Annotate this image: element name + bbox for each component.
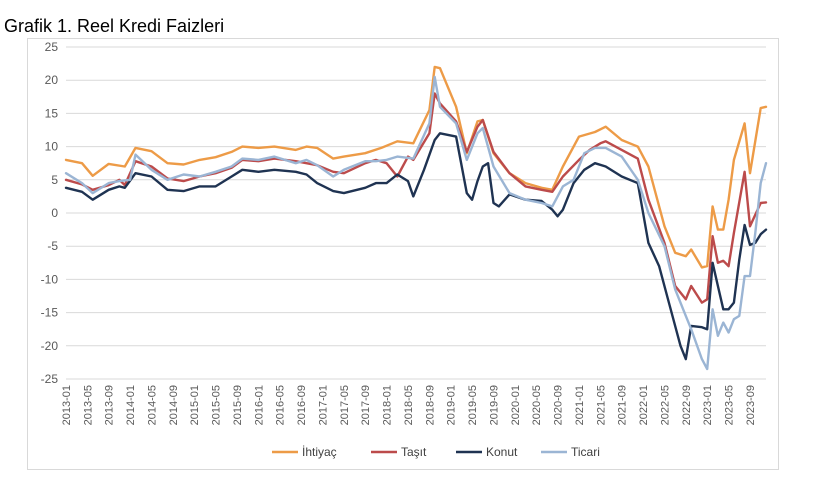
- series-line-konut: [64, 132, 768, 361]
- x-tick-label: 2014-09: [168, 385, 180, 425]
- x-tick-label: 2018-01: [382, 385, 394, 425]
- x-tick-label: 2020-09: [553, 385, 565, 425]
- x-tick-label: 2023-09: [745, 385, 757, 425]
- x-tick-label: 2014-05: [146, 385, 158, 425]
- chart-frame: 25 20 15 10 5 0 -5 -10 -15 -20 -25 2013-01 2013-05 20…: [27, 38, 779, 470]
- y-tick-label: 15: [45, 106, 59, 120]
- x-tick-label: 2016-09: [296, 385, 308, 425]
- x-tick-label: 2021-09: [617, 385, 629, 425]
- x-tick-label: 2013-09: [104, 385, 116, 425]
- x-tick-label: 2021-05: [595, 385, 607, 425]
- legend-label: İhtiyaç: [302, 445, 337, 459]
- x-tick-label: 2013-05: [82, 385, 94, 425]
- x-tick-label: 2019-09: [488, 385, 500, 425]
- x-tick-label: 2022-05: [659, 385, 671, 425]
- x-tick-label: 2017-05: [339, 385, 351, 425]
- y-tick-label: 20: [45, 73, 59, 87]
- x-tick-label: 2017-09: [360, 385, 372, 425]
- x-tick-label: 2023-05: [724, 385, 736, 425]
- y-tick-label: -10: [41, 272, 59, 286]
- x-tick-label: 2015-09: [232, 385, 244, 425]
- x-tick-label: 2020-01: [510, 385, 522, 425]
- x-tick-label: 2015-05: [211, 385, 223, 425]
- y-tick-label: -20: [41, 339, 59, 353]
- x-tick-label: 2019-05: [467, 385, 479, 425]
- y-tick-label: 5: [51, 173, 58, 187]
- x-tick-label: 2019-01: [446, 385, 458, 425]
- x-tick-label: 2018-05: [403, 385, 415, 425]
- x-tick-label: 2017-01: [317, 385, 329, 425]
- legend-label: Taşıt: [401, 445, 427, 459]
- y-tick-label: -15: [41, 306, 59, 320]
- page-title: Grafik 1. Reel Kredi Faizleri: [4, 16, 225, 36]
- legend-label: Konut: [486, 445, 518, 459]
- x-tick-label: 2021-01: [574, 385, 586, 425]
- x-tick-label: 2022-09: [681, 385, 693, 425]
- x-tick-label: 2015-01: [189, 385, 201, 425]
- y-tick-label: -5: [47, 239, 58, 253]
- x-tick-label: 2016-05: [275, 385, 287, 425]
- x-tick-label: 2023-01: [702, 385, 714, 425]
- x-tick-label: 2018-09: [424, 385, 436, 425]
- y-tick-label: -25: [41, 372, 59, 386]
- x-tick-label: 2013-01: [61, 385, 73, 425]
- legend-label: Ticari: [571, 445, 600, 459]
- y-tick-label: 0: [51, 206, 58, 220]
- series-line-ticari: [64, 75, 768, 371]
- y-tick-label: 25: [45, 40, 59, 54]
- y-tick-label: 10: [45, 140, 59, 154]
- x-tick-label: 2022-01: [638, 385, 650, 425]
- x-tick-label: 2016-01: [253, 385, 265, 425]
- x-tick-label: 2014-01: [125, 385, 137, 425]
- x-tick-label: 2020-05: [531, 385, 543, 425]
